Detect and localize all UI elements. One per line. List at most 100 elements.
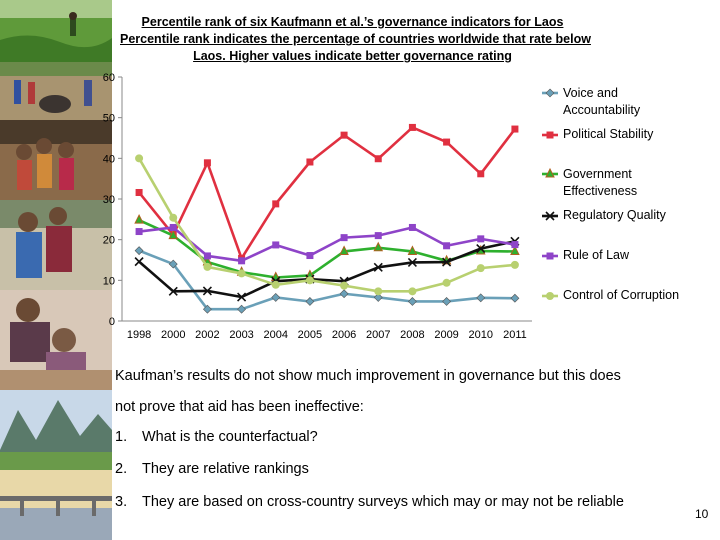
y-tick-label: 30 (103, 194, 115, 206)
data-point (203, 252, 211, 260)
series-line (137, 157, 516, 293)
data-point (237, 292, 247, 302)
legend-swatch-marker (545, 167, 555, 178)
data-point (374, 155, 382, 163)
legend-label: Voice and (563, 86, 618, 100)
x-tick-label: 2002 (195, 329, 219, 341)
chart-legend: Voice and Accountability Political Stabili… (542, 86, 679, 302)
data-point (340, 281, 349, 290)
legend-label: Government (563, 167, 632, 181)
x-tick-label: 2000 (161, 329, 185, 341)
chart-title-line-3: Laos. Higher values indicate better gove… (193, 49, 512, 63)
data-point (202, 286, 212, 296)
list-item-number: 3. (115, 494, 128, 510)
data-point (443, 138, 451, 146)
photo-strip (0, 0, 112, 540)
y-tick-label: 0 (109, 316, 115, 328)
legend-swatch-marker (545, 88, 555, 98)
x-tick-label: 2003 (229, 329, 253, 341)
chart-axes: 0 10 20 30 40 50 60 1998 2000 2002 2003 2004 2005 200… (103, 72, 532, 341)
series-rule-of-law (135, 223, 519, 265)
data-point (373, 241, 384, 252)
data-point (168, 229, 179, 240)
y-tick-label: 60 (103, 72, 115, 84)
data-point (134, 246, 144, 256)
data-point (135, 228, 143, 236)
photo-children (0, 120, 112, 200)
data-point (373, 262, 383, 272)
data-point (134, 214, 144, 224)
list-item-number: 2. (115, 461, 128, 477)
legend-item-regulatory-quality: Regulatory Quality (542, 208, 667, 222)
data-point (203, 262, 212, 271)
note-line-1: Kaufman’s results do not show much impro… (115, 368, 621, 384)
chart-title-line-1: Percentile rank of six Kaufmann et al.’s… (141, 15, 564, 29)
data-point (271, 280, 280, 289)
data-point (407, 297, 417, 306)
data-point (237, 269, 246, 278)
data-point (169, 223, 177, 231)
series-political-stability (135, 123, 519, 262)
data-point (511, 125, 519, 133)
data-point (476, 244, 486, 254)
data-point (476, 293, 486, 303)
data-point (271, 292, 281, 302)
chart-title-line-2: Percentile rank indicates the percentage… (120, 32, 591, 46)
data-point (510, 293, 520, 303)
data-point (407, 245, 418, 255)
data-point (408, 223, 416, 231)
data-point (510, 260, 519, 269)
data-point (135, 154, 144, 163)
data-point (373, 292, 383, 302)
x-tick-label: 1998 (127, 329, 151, 341)
data-point (477, 170, 485, 178)
data-point (340, 131, 348, 139)
y-tick-label: 10 (103, 275, 115, 287)
photo-mother-child (0, 200, 112, 290)
data-point (339, 245, 349, 255)
x-tick-label: 2008 (400, 329, 424, 341)
y-tick-label: 40 (103, 153, 115, 165)
data-point (477, 235, 485, 243)
photo-river-bridge (0, 470, 112, 540)
legend-item-rule-of-law: Rule of Law (542, 248, 630, 262)
data-point (442, 257, 452, 267)
legend-swatch-marker (546, 252, 554, 260)
legend-swatch-marker (546, 292, 554, 300)
data-point (135, 188, 143, 196)
series-line (138, 240, 516, 299)
legend-label: Political Stability (563, 127, 654, 141)
data-point (306, 252, 314, 260)
x-tick-label: 2007 (366, 329, 390, 341)
data-point (202, 304, 212, 314)
series-line (138, 126, 516, 260)
data-point (374, 287, 383, 296)
data-point (272, 241, 280, 249)
data-point (237, 304, 247, 314)
data-point (169, 213, 178, 222)
photo-villagers-buffalo (0, 62, 112, 120)
legend-item-control-of-corruption: Control of Corruption (542, 288, 679, 302)
data-point (510, 245, 520, 255)
data-point (168, 259, 178, 269)
data-point (238, 257, 246, 265)
y-tick-label: 50 (103, 113, 115, 125)
legend-swatch-marker (545, 211, 555, 221)
data-point (340, 234, 348, 242)
data-point (442, 278, 451, 287)
x-tick-label: 2011 (503, 329, 527, 341)
data-point (442, 297, 452, 306)
legend-item-government-effectiveness: Government Effectiveness (542, 167, 637, 198)
x-tick-label: 2010 (469, 329, 493, 341)
legend-swatch-marker (546, 131, 554, 139)
legend-label: Rule of Law (563, 248, 630, 262)
legend-label: Accountability (563, 103, 641, 117)
data-point (408, 287, 417, 296)
data-point (134, 257, 144, 267)
photo-mountains (0, 390, 112, 470)
data-point (168, 286, 178, 296)
data-point (272, 200, 280, 208)
x-tick-label: 2006 (332, 329, 356, 341)
data-point (443, 242, 451, 250)
series-line (138, 226, 516, 263)
